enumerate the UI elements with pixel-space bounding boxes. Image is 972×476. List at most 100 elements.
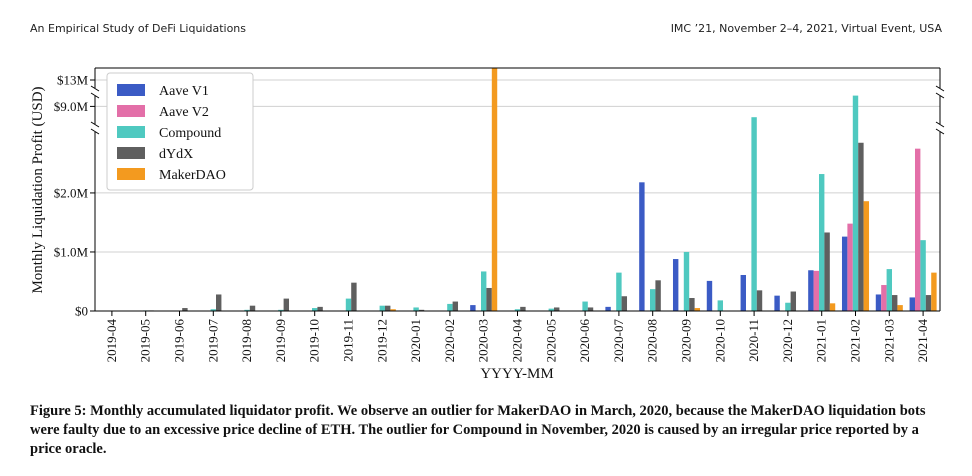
bar (881, 285, 887, 311)
bar (756, 290, 763, 311)
x-tick-label: 2019-10 (307, 319, 322, 362)
bar (385, 305, 391, 311)
bar (852, 95, 859, 311)
bar (824, 232, 830, 311)
axis-break (935, 92, 945, 99)
bar (413, 307, 419, 311)
x-tick-label: 2019-04 (104, 319, 119, 363)
x-tick-label: 2019-09 (273, 319, 288, 362)
bar (920, 240, 926, 311)
bar (486, 287, 492, 311)
bar (554, 307, 560, 311)
x-tick-label: 2021-02 (848, 319, 863, 362)
legend-label: MakerDAO (159, 168, 226, 183)
bar (790, 291, 797, 311)
bar (514, 309, 521, 311)
bar (808, 270, 814, 311)
bar (418, 309, 425, 311)
x-tick-label: 2019-08 (239, 319, 254, 362)
bar (706, 280, 713, 311)
bar (847, 223, 853, 311)
x-tick-label: 2020-09 (679, 319, 694, 362)
bar (897, 305, 903, 311)
axis-break (90, 121, 100, 128)
bar (858, 142, 864, 311)
axis-break (90, 85, 100, 92)
legend-label: dYdX (159, 147, 193, 162)
bar (244, 309, 250, 311)
x-tick-label: 2020-11 (746, 319, 761, 362)
figure-caption: Figure 5: Monthly accumulated liquidator… (30, 403, 926, 457)
y-tick-label: $9.0M (54, 99, 89, 114)
bar (520, 306, 526, 311)
bar (587, 307, 594, 311)
bar (694, 308, 701, 311)
bar (605, 306, 611, 311)
bar (829, 303, 836, 311)
bar (470, 305, 476, 311)
bar (785, 302, 791, 311)
x-tick-label: 2020-04 (510, 319, 525, 363)
bar (639, 182, 645, 311)
bar (925, 295, 932, 311)
legend-swatch (117, 105, 145, 117)
bar (210, 309, 217, 311)
x-tick-label: 2020-01 (408, 319, 423, 362)
bar (717, 300, 724, 311)
x-tick-label: 2021-04 (915, 319, 930, 363)
x-tick-label: 2021-03 (881, 319, 896, 362)
x-tick-label: 2020-05 (543, 319, 558, 362)
legend-box (106, 72, 254, 191)
x-tick-label: 2020-06 (577, 319, 592, 363)
bar (311, 308, 318, 311)
x-tick-label: 2020-08 (645, 319, 660, 362)
bar (452, 301, 459, 311)
x-tick-label: 2019-07 (205, 319, 220, 363)
bar (655, 280, 661, 311)
bar (751, 117, 757, 311)
bar (447, 303, 453, 311)
running-header-right: IMC ’21, November 2–4, 2021, Virtual Eve… (670, 22, 942, 35)
y-tick-label: $0 (75, 304, 88, 319)
x-tick-label: 2019-06 (172, 319, 187, 363)
x-tick-label: 2020-03 (476, 319, 491, 362)
bar (813, 270, 819, 311)
bar (689, 298, 695, 311)
y-tick-label: $1.0M (54, 244, 89, 259)
x-tick-label: 2019-11 (341, 319, 356, 362)
axis-break (90, 92, 100, 99)
x-tick-label: 2020-10 (712, 319, 727, 362)
bar (740, 274, 746, 311)
bar (345, 298, 352, 311)
bar (931, 272, 937, 311)
x-axis-label: YYYY-MM (480, 366, 553, 382)
bar (616, 272, 622, 311)
bar (683, 251, 690, 311)
bar (886, 269, 893, 311)
bar (863, 201, 870, 311)
bar (892, 295, 898, 311)
legend-swatch (117, 147, 145, 159)
y-tick-label: $2.0M (54, 185, 89, 200)
running-header-left: An Empirical Study of DeFi Liquidations (30, 22, 247, 35)
bar (317, 306, 323, 311)
bar (841, 236, 848, 311)
bar (621, 296, 628, 311)
x-tick-label: 2020-07 (611, 319, 626, 363)
bar (216, 294, 222, 311)
bar (672, 259, 679, 311)
y-tick-label: $13M (57, 73, 89, 88)
bar (774, 295, 780, 311)
bar (283, 298, 290, 311)
axis-break (935, 85, 945, 92)
y-axis-label: Monthly Liquidation Profit (USD) (30, 86, 46, 293)
bar (491, 68, 498, 311)
x-tick-label: 2020-12 (780, 319, 795, 362)
chart: Monthly Liquidation Profit (USD) YYYY-MM… (30, 67, 945, 382)
bar (875, 294, 882, 311)
legend-label: Aave V1 (159, 84, 209, 99)
legend-swatch (117, 126, 145, 138)
axis-break (90, 128, 100, 135)
bar (909, 297, 915, 311)
